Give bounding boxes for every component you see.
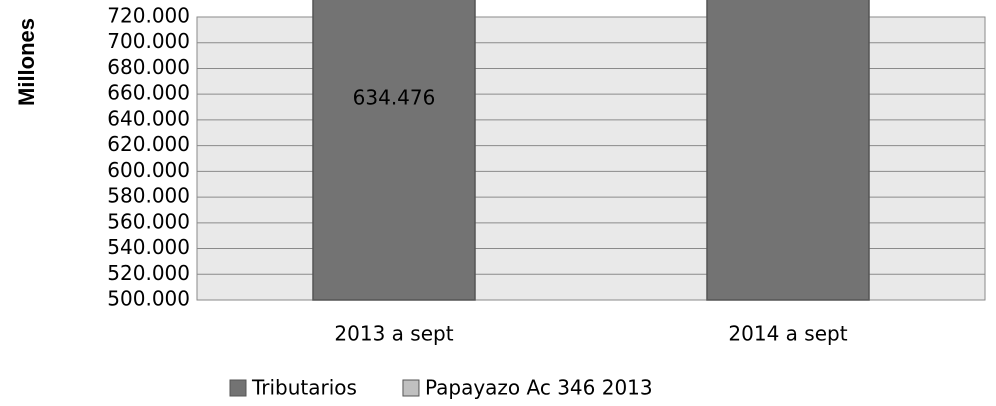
y-axis-title: Millones xyxy=(14,18,39,106)
y-tick-label: 700.000 xyxy=(107,29,190,53)
total-label: 634.476 xyxy=(353,86,436,110)
x-tick-label: 2014 a sept xyxy=(728,322,847,346)
x-tick-label: 2013 a sept xyxy=(334,322,453,346)
legend-label: Tributarios xyxy=(251,376,357,400)
legend-swatch xyxy=(229,379,247,397)
legend-swatch xyxy=(402,379,420,397)
y-tick-label: 660.000 xyxy=(107,81,190,105)
y-tick-label: 580.000 xyxy=(107,184,190,208)
bar-segment xyxy=(312,0,476,301)
y-tick-label: 540.000 xyxy=(107,235,190,259)
y-tick-label: 600.000 xyxy=(107,158,190,182)
y-tick-label: 500.000 xyxy=(107,287,190,311)
y-tick-label: 720.000 xyxy=(107,4,190,28)
y-tick-label: 560.000 xyxy=(107,209,190,233)
y-tick-label: 520.000 xyxy=(107,261,190,285)
y-tick-label: 620.000 xyxy=(107,132,190,156)
bar-segment xyxy=(706,0,870,301)
y-tick-label: 680.000 xyxy=(107,55,190,79)
legend-label: Papayazo Ac 346 2013 xyxy=(425,376,653,400)
y-tick-label: 640.000 xyxy=(107,106,190,130)
